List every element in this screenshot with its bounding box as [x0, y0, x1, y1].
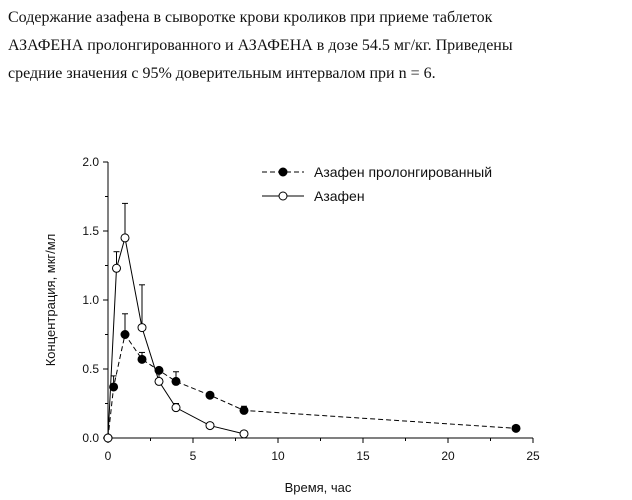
x-tick-label: 0 [105, 449, 112, 463]
data-point [138, 324, 146, 332]
data-point [240, 406, 248, 414]
data-point [113, 264, 121, 272]
data-point [512, 424, 520, 432]
data-point [121, 331, 129, 339]
y-tick-label: 1.0 [82, 293, 99, 307]
series-2 [104, 203, 248, 442]
data-point [240, 430, 248, 438]
chart-axes: 0.0 0.5 1.0 1.5 2.0 0 5 10 15 20 25 [82, 155, 540, 463]
chart-series [104, 203, 520, 442]
y-tick-label: 0.5 [82, 362, 99, 376]
x-axis-label: Время, час [285, 480, 352, 495]
x-tick-label: 25 [526, 449, 540, 463]
y-axis-label: Концентрация, мкг/мл [43, 234, 58, 367]
x-tick-label: 20 [441, 449, 455, 463]
data-point [121, 234, 129, 242]
legend-marker-1 [279, 168, 287, 176]
x-tick-label: 15 [356, 449, 370, 463]
legend-label-1: Азафен пролонгированный [314, 164, 492, 180]
data-point [104, 434, 112, 442]
y-tick-label: 2.0 [82, 155, 99, 169]
x-tick-label: 10 [271, 449, 285, 463]
data-point [172, 377, 180, 385]
series-1 [104, 314, 520, 442]
data-point [206, 391, 214, 399]
legend-label-2: Азафен [314, 188, 365, 204]
chart-legend: Азафен пролонгированный Азафен [262, 164, 492, 204]
y-tick-label: 1.5 [82, 224, 99, 238]
data-point [138, 355, 146, 363]
data-point [155, 377, 163, 385]
legend-marker-2 [279, 192, 287, 200]
y-tick-label: 0.0 [82, 431, 99, 445]
x-tick-label: 5 [190, 449, 197, 463]
data-point [172, 404, 180, 412]
series-1-line [108, 335, 516, 439]
data-point [206, 422, 214, 430]
